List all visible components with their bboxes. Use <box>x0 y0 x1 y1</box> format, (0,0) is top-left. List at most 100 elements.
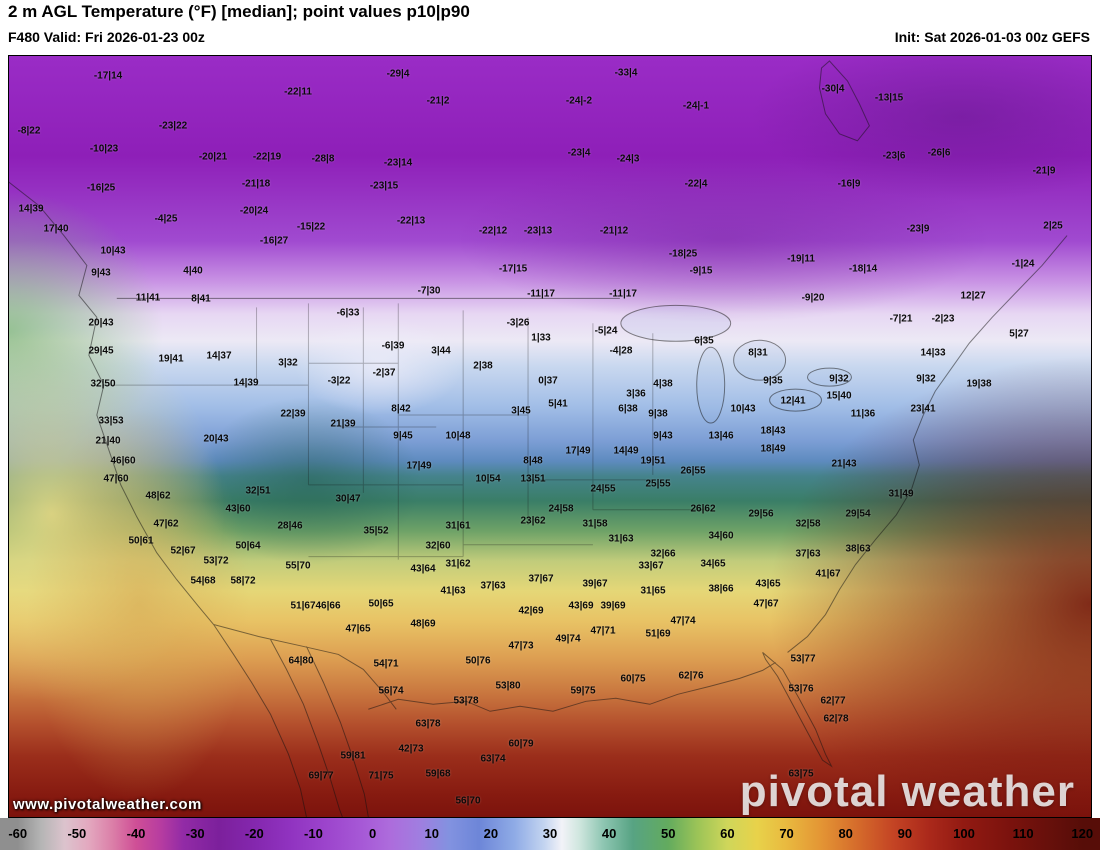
point-value: -3|26 <box>506 317 530 329</box>
point-value: 14|39 <box>233 377 259 389</box>
point-value: 17|49 <box>406 460 432 472</box>
point-value: 12|41 <box>780 395 806 407</box>
point-value: 10|43 <box>730 403 756 415</box>
point-value: 33|53 <box>98 415 124 427</box>
point-value: 47|71 <box>590 625 616 637</box>
lake-superior <box>620 304 732 342</box>
point-value: 46|60 <box>110 455 136 467</box>
point-value: 10|54 <box>475 473 501 485</box>
point-value: 9|45 <box>393 430 413 442</box>
point-value: -30|4 <box>821 83 845 95</box>
point-value: 69|77 <box>308 770 334 782</box>
point-value: 43|60 <box>225 503 251 515</box>
point-value: 53|77 <box>790 653 816 665</box>
atlantic-coastline <box>787 235 1068 653</box>
point-value: 21|39 <box>330 418 356 430</box>
temperature-field <box>9 56 1091 817</box>
point-value: 47|74 <box>670 615 696 627</box>
point-value: 42|73 <box>398 743 424 755</box>
mexico-border <box>213 624 397 710</box>
point-value: 10|48 <box>445 430 471 442</box>
florida-coastline <box>762 652 833 768</box>
point-value: -2|23 <box>931 313 955 325</box>
point-value: 50|65 <box>368 598 394 610</box>
point-value: 6|35 <box>694 335 714 347</box>
point-value: 13|46 <box>708 430 734 442</box>
colorbar-tick: 30 <box>542 826 558 841</box>
point-value: 5|27 <box>1009 328 1029 340</box>
point-value: -16|25 <box>86 182 116 194</box>
point-value: 38|66 <box>708 583 734 595</box>
point-value: 9|43 <box>653 430 673 442</box>
point-value: -33|4 <box>614 67 638 79</box>
point-value: 62|76 <box>678 670 704 682</box>
point-value: 50|64 <box>235 540 261 552</box>
point-value: 31|58 <box>582 518 608 530</box>
point-value: 46|66 <box>315 600 341 612</box>
state-borders-horizontal <box>103 362 708 558</box>
point-value: 17|49 <box>565 445 591 457</box>
point-value: -7|30 <box>417 285 441 297</box>
point-value: 59|81 <box>340 750 366 762</box>
point-value: 29|56 <box>748 508 774 520</box>
point-value: 58|72 <box>230 575 256 587</box>
colorbar-tick: 60 <box>720 826 735 841</box>
point-value: 41|67 <box>815 568 841 580</box>
temperature-map[interactable]: -17|14 -29|4 -33|4 -30|4 -13|15 -22|11 -21|2 -2… <box>8 55 1092 818</box>
point-value: 26|55 <box>680 465 706 477</box>
point-value: 30|47 <box>335 493 361 505</box>
point-value: 59|75 <box>570 685 596 697</box>
point-value: 3|45 <box>511 405 531 417</box>
point-value: -10|23 <box>89 143 119 155</box>
point-value: -23|4 <box>567 147 591 159</box>
point-value: -26|6 <box>927 147 951 159</box>
point-value: 18|49 <box>760 443 786 455</box>
point-value: 9|32 <box>916 373 936 385</box>
point-value: 32|58 <box>795 518 821 530</box>
point-value: 14|49 <box>613 445 639 457</box>
point-value: -21|9 <box>1032 165 1056 177</box>
point-value: 32|50 <box>90 378 116 390</box>
point-value: -17|15 <box>498 263 528 275</box>
lake-huron <box>733 339 787 381</box>
point-value: -22|11 <box>284 86 312 98</box>
point-value: -18|14 <box>848 263 878 275</box>
point-value: 6|38 <box>618 403 638 415</box>
point-value: -21|12 <box>599 225 629 237</box>
baja-coastline <box>270 639 343 817</box>
point-value: -2|37 <box>372 367 396 379</box>
point-value: -21|2 <box>426 95 450 107</box>
point-value: 21|43 <box>831 458 857 470</box>
point-value: 51|67 <box>290 600 316 612</box>
point-value: 14|37 <box>206 350 232 362</box>
point-values-layer: -17|14 -29|4 -33|4 -30|4 -13|15 -22|11 -21|2 -2… <box>9 56 1091 817</box>
point-value: 9|38 <box>648 408 668 420</box>
point-value: 53|76 <box>788 683 814 695</box>
point-value: -22|19 <box>252 151 282 163</box>
point-value: -9|15 <box>689 265 713 277</box>
point-value: 51|69 <box>645 628 671 640</box>
point-value: 43|64 <box>410 563 436 575</box>
point-value: -23|6 <box>882 150 906 162</box>
point-value: 32|51 <box>245 485 271 497</box>
point-value: 43|69 <box>568 600 594 612</box>
point-value: 47|73 <box>508 640 534 652</box>
point-value: 60|75 <box>620 673 646 685</box>
point-value: -21|18 <box>241 178 271 190</box>
valid-time-label: F480 Valid: Fri 2026-01-23 00z <box>8 29 205 45</box>
point-value: 3|36 <box>626 388 646 400</box>
point-value: -22|13 <box>396 215 426 227</box>
point-value: 23|41 <box>910 403 936 415</box>
point-value: 50|61 <box>128 535 154 547</box>
point-value: 19|51 <box>640 455 666 467</box>
point-value: -8|22 <box>17 125 41 137</box>
point-value: -11|17 <box>527 288 555 300</box>
point-value: 48|69 <box>410 618 436 630</box>
point-value: -20|24 <box>239 205 269 217</box>
point-value: -23|14 <box>383 157 413 169</box>
colorbar-tick: 110 <box>1012 826 1034 841</box>
point-value: 62|77 <box>820 695 846 707</box>
colorbar-tick: 40 <box>601 826 617 841</box>
watermark-url: www.pivotalweather.com <box>13 796 202 813</box>
